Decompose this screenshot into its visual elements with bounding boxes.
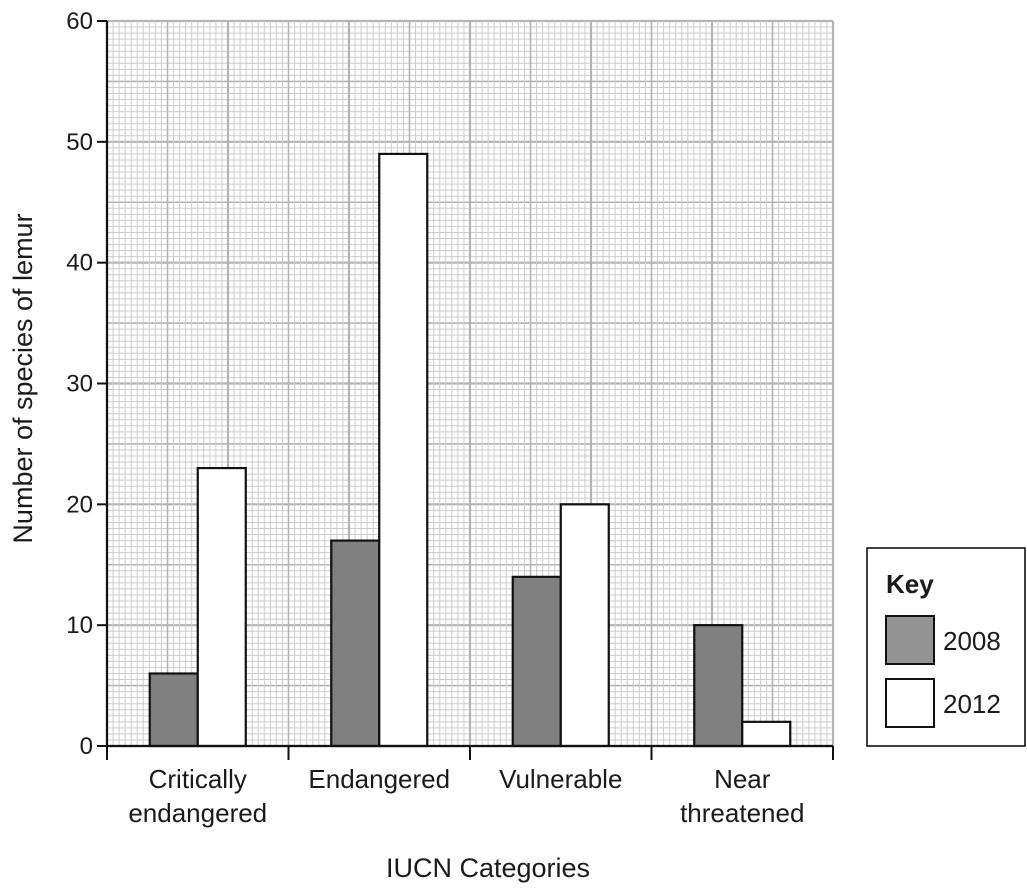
x-category-label: Endangered — [308, 764, 450, 794]
y-tick-label: 20 — [66, 491, 93, 518]
legend-label-2008: 2008 — [943, 626, 1001, 656]
chart-bars — [148, 152, 792, 748]
bar-2008-2 — [511, 575, 562, 748]
legend-title: Key — [886, 569, 934, 599]
bar-2008-3 — [693, 624, 744, 748]
y-tick-label: 30 — [66, 371, 93, 398]
chart-labels: 0 10 20 30 40 50 60 Critically endangered Endange… — [8, 8, 804, 883]
x-axis-title: IUCN Categories — [386, 853, 590, 883]
legend-label-2012: 2012 — [943, 689, 1001, 719]
legend-swatch-2008 — [885, 615, 935, 665]
y-tick-label: 60 — [66, 8, 93, 35]
x-category-label: Critically endangered — [128, 764, 267, 828]
x-category-label: Vulnerable — [499, 764, 622, 794]
chart-axes — [97, 20, 834, 760]
bar-2012-2 — [559, 503, 610, 748]
x-category-label: Near threatened — [680, 764, 804, 828]
bar-2012-0 — [196, 466, 247, 748]
y-tick-label: 50 — [66, 129, 93, 156]
legend-swatch-2012 — [885, 678, 935, 728]
y-tick-label: 10 — [66, 612, 93, 639]
y-axis-title: Number of species of lemur — [8, 213, 38, 543]
y-tick-label: 0 — [80, 733, 93, 760]
bar-2008-0 — [148, 672, 199, 748]
bar-2012-3 — [741, 720, 792, 748]
bar-2008-1 — [330, 539, 381, 748]
bar-2012-1 — [378, 152, 429, 748]
y-tick-label: 40 — [66, 250, 93, 277]
chart-legend: Key 2008 2012 — [866, 547, 1026, 747]
